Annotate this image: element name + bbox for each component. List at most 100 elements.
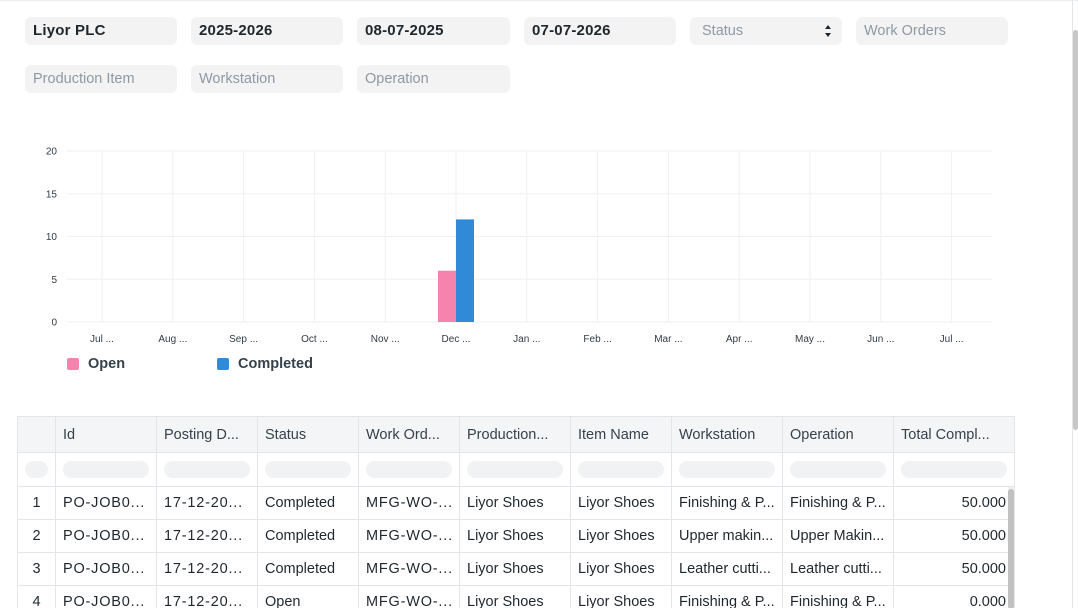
production-item-filter[interactable]: Production Item [25,65,177,93]
total-completed-cell[interactable]: 50.000 [894,520,1015,552]
total-completed-cell[interactable]: 0.000 [894,586,1015,608]
posting-date-cell[interactable]: 17-12-20... [157,553,258,585]
status-cell[interactable]: Completed [258,553,359,585]
total-completed-filter-cell [894,453,1015,486]
legend-swatch-open [67,358,79,370]
column-header-item-name[interactable]: Item Name [571,417,672,452]
table-header-row: Id Posting D... Status Work Ord... Produ… [18,417,1015,453]
row-index: 4 [18,586,56,608]
item-name-cell[interactable]: Liyor Shoes [571,520,672,552]
item-name-cell[interactable]: Liyor Shoes [571,586,672,608]
item-name-filter-cell [571,453,672,486]
production-item-cell[interactable]: Liyor Shoes [460,487,571,519]
bar-open [438,270,456,322]
work-order-cell[interactable]: MFG-WO-... [359,520,460,552]
status-select[interactable]: Status [690,17,842,45]
id-filter-input[interactable] [63,461,149,478]
operation-cell[interactable]: Finishing & P... [783,487,894,519]
page-scrollbar[interactable] [1073,30,1078,430]
x-tick-label: Mar ... [654,334,682,345]
y-tick-label: 15 [46,189,58,200]
fiscal-year-filter[interactable]: 2025-2026 [191,17,343,45]
workstation-cell[interactable]: Upper makin... [672,520,783,552]
column-header-id[interactable]: Id [56,417,157,452]
workstation-cell[interactable]: Finishing & P... [672,487,783,519]
operation-filter-input[interactable] [790,461,886,478]
column-header-production-item[interactable]: Production... [460,417,571,452]
work-order-cell[interactable]: MFG-WO-... [359,586,460,608]
item-name-cell[interactable]: Liyor Shoes [571,553,672,585]
legend-item-open[interactable]: Open [67,356,125,372]
id-cell[interactable]: PO-JOB0... [56,586,157,608]
operation-cell[interactable]: Leather cutti... [783,553,894,585]
from-date-filter[interactable]: 08-07-2025 [357,17,510,45]
status-filter-cell [258,453,359,486]
legend-swatch-completed [217,358,229,370]
x-tick-label: Jul ... [940,334,964,345]
status-cell[interactable]: Open [258,586,359,608]
posting-date-cell[interactable]: 17-12-20... [157,520,258,552]
total-completed-cell[interactable]: 50.000 [894,487,1015,519]
id-cell[interactable]: PO-JOB0... [56,520,157,552]
report-datatable: Id Posting D... Status Work Ord... Produ… [17,416,1015,608]
y-tick-label: 5 [51,275,57,286]
status-placeholder: Status [702,23,744,39]
company-filter[interactable]: Liyor PLC [25,17,177,45]
legend-item-completed[interactable]: Completed [217,356,313,372]
table-row[interactable]: 2 PO-JOB0... 17-12-20... Completed MFG-W… [18,520,1015,553]
index-filter-cell [18,453,56,486]
operation-cell[interactable]: Finishing & P... [783,586,894,608]
production-item-filter-input[interactable] [467,461,563,478]
x-tick-label: Aug ... [158,334,187,345]
production-item-cell[interactable]: Liyor Shoes [460,586,571,608]
workstation-filter-cell [672,453,783,486]
column-header-workstation[interactable]: Workstation [672,417,783,452]
column-header-operation[interactable]: Operation [783,417,894,452]
row-index: 1 [18,487,56,519]
workstation-cell[interactable]: Finishing & P... [672,586,783,608]
posting-date-filter-input[interactable] [164,461,250,478]
x-tick-label: Jun ... [867,334,894,345]
production-item-cell[interactable]: Liyor Shoes [460,553,571,585]
status-cell[interactable]: Completed [258,487,359,519]
work-order-filter-input[interactable] [366,461,452,478]
work-order-cell[interactable]: MFG-WO-... [359,553,460,585]
table-row[interactable]: 3 PO-JOB0... 17-12-20... Completed MFG-W… [18,553,1015,586]
item-name-filter-input[interactable] [578,461,664,478]
table-row[interactable]: 1 PO-JOB0... 17-12-20... Completed MFG-W… [18,487,1015,520]
item-name-cell[interactable]: Liyor Shoes [571,487,672,519]
column-header-work-order[interactable]: Work Ord... [359,417,460,452]
id-cell[interactable]: PO-JOB0... [56,553,157,585]
column-header-total-completed[interactable]: Total Compl... [894,417,1015,452]
operation-cell[interactable]: Upper Makin... [783,520,894,552]
operation-filter[interactable]: Operation [357,65,510,93]
x-tick-label: Jan ... [513,334,540,345]
work-order-filter-cell [359,453,460,486]
column-header-status[interactable]: Status [258,417,359,452]
column-header-posting-date[interactable]: Posting D... [157,417,258,452]
y-tick-label: 20 [46,147,58,158]
to-date-filter[interactable]: 07-07-2026 [524,17,676,45]
work-orders-filter[interactable]: Work Orders [856,17,1008,45]
table-row[interactable]: 4 PO-JOB0... 17-12-20... Open MFG-WO-...… [18,586,1015,608]
total-completed-cell[interactable]: 50.000 [894,553,1015,585]
x-tick-label: May ... [795,334,825,345]
status-filter-input[interactable] [265,461,351,478]
status-cell[interactable]: Completed [258,520,359,552]
table-scrollbar-thumb[interactable] [1008,489,1014,608]
workstation-filter-input[interactable] [679,461,775,478]
total-completed-filter-input[interactable] [901,461,1007,478]
workstation-cell[interactable]: Leather cutti... [672,553,783,585]
operation-filter-cell [783,453,894,486]
work-order-cell[interactable]: MFG-WO-... [359,487,460,519]
id-filter-cell [56,453,157,486]
row-index: 3 [18,553,56,585]
workstation-filter[interactable]: Workstation [191,65,343,93]
posting-date-cell[interactable]: 17-12-20... [157,487,258,519]
index-filter-input[interactable] [25,461,48,478]
production-item-cell[interactable]: Liyor Shoes [460,520,571,552]
id-cell[interactable]: PO-JOB0... [56,487,157,519]
page-border [1072,0,1073,608]
posting-date-cell[interactable]: 17-12-20... [157,586,258,608]
